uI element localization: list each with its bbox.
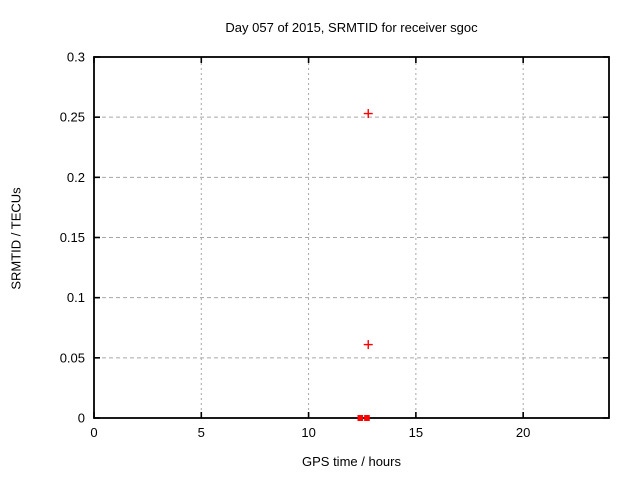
x-tick-label: 10 [301, 425, 315, 440]
y-tick-label: 0.3 [67, 50, 85, 65]
y-tick-label: 0.05 [60, 350, 85, 365]
data-point-plus-marker [363, 340, 373, 350]
data-point-plus-marker [363, 109, 373, 119]
data-cluster-square [364, 415, 370, 421]
data-cluster-square [357, 415, 364, 421]
x-tick-label: 0 [90, 425, 97, 440]
x-tick-label: 5 [198, 425, 205, 440]
chart-title: Day 057 of 2015, SRMTID for receiver sgo… [225, 20, 478, 35]
y-tick-label: 0.25 [60, 110, 85, 125]
y-tick-label: 0 [78, 411, 85, 426]
y-tick-label: 0.15 [60, 230, 85, 245]
y-tick-label: 0.2 [67, 170, 85, 185]
x-tick-label: 20 [516, 425, 530, 440]
y-tick-label: 0.1 [67, 290, 85, 305]
x-tick-label: 15 [409, 425, 423, 440]
x-axis-label: GPS time / hours [302, 454, 401, 469]
